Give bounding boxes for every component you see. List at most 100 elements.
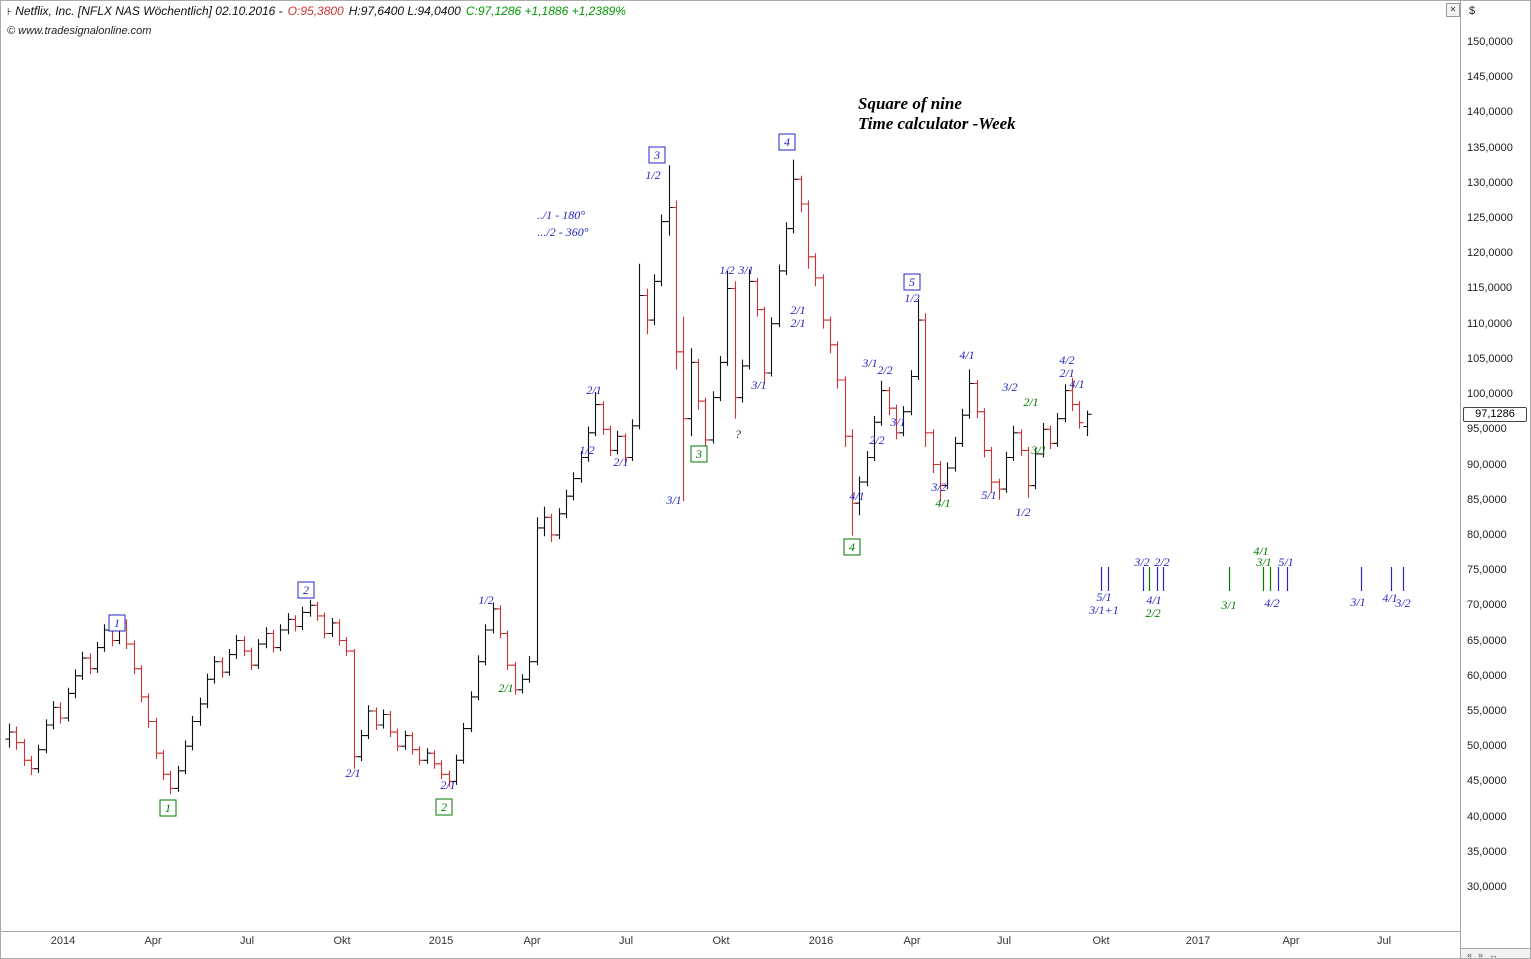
ohlc-bar (225, 649, 234, 676)
ohlc-bar (430, 750, 439, 769)
ohlc-bar (885, 387, 894, 416)
ohlc-bar (980, 408, 989, 458)
ohlc-bar (973, 380, 982, 418)
price-tick-label: 120,0000 (1467, 247, 1513, 260)
gann-label: 2/1 (1059, 366, 1074, 380)
time-tick-label: 2016 (808, 935, 834, 947)
gann-label: 4/1 (959, 348, 974, 362)
ohlc-bar (863, 451, 872, 487)
gann-label: 2/1 (613, 455, 628, 469)
price-tick-label: 90,0000 (1467, 458, 1507, 471)
ohlc-bar (64, 687, 73, 722)
ohlc-bar (672, 200, 681, 370)
ohlc-bar (701, 397, 710, 449)
ohlc-bar (496, 605, 505, 639)
ohlc-bar (738, 359, 747, 403)
close-icon[interactable]: ✕ (1446, 3, 1460, 17)
time-tick-label: Okt (1092, 935, 1110, 947)
currency-label: $ (1469, 5, 1476, 17)
ohlc-bar (1061, 384, 1070, 423)
ohlc-bar (415, 746, 424, 766)
price-tick-label: 70,0000 (1467, 599, 1507, 612)
instrument-header: ⊦ Netflix, Inc. [NFLX NAS Wöchentlich] 02… (7, 4, 626, 18)
time-tick-label: 2014 (50, 935, 76, 947)
ohlc-bar (775, 264, 784, 328)
gann-label: 4/2 (1264, 596, 1279, 610)
gann-label: 1/2 (904, 291, 919, 305)
time-axis[interactable]: 2014 Apr Jul Okt 2015 Apr Jul Okt 2016 Apr Jul Okt 2… (1, 931, 1460, 949)
ohlc-bar (372, 707, 381, 730)
ohlc-bar (1031, 448, 1040, 490)
price-axis[interactable]: $ 150,0000 145,0000 140,0000 135,0000 130,00… (1460, 1, 1530, 958)
ohlc-bar (284, 613, 293, 635)
ohlc-bar (489, 602, 498, 634)
ohlc-bar (210, 656, 219, 684)
gann-label: 2/2 (1154, 555, 1169, 569)
ohlc-bar (877, 380, 886, 426)
wave-number-box (778, 133, 796, 151)
ohlc-bar (547, 513, 556, 542)
gann-labels: ../1 - 180°.../2 - 360°1/22/12/12/12/11/… (345, 168, 1410, 792)
ohlc-bar (34, 744, 43, 773)
ohlc-bar (93, 642, 102, 673)
copyright-note: © www.tradesignalonline.com (7, 25, 152, 37)
gann-label: 2/1 (586, 383, 601, 397)
ohlc-bar (753, 277, 762, 317)
ohlc-bar (188, 715, 197, 751)
close-change-value: C:97,1286 +1,1886 +1,2389% (465, 4, 626, 18)
ohlc-bar (20, 739, 29, 766)
price-tick-label: 30,0000 (1467, 881, 1507, 893)
gann-label: 3/1 (737, 263, 753, 277)
price-tick-label: 135,0000 (1467, 141, 1513, 154)
ohlc-bar (841, 376, 850, 447)
ohlc-bar (797, 175, 806, 213)
ohlc-bar (995, 478, 1004, 500)
scroll-left-icon[interactable]: « (1467, 949, 1473, 959)
ohlc-bar (628, 419, 637, 461)
ohlc-bar (760, 306, 769, 384)
ohlc-bar (709, 391, 718, 444)
gann-label: 2/1 (345, 766, 360, 780)
time-tick-label: 2017 (1185, 935, 1211, 947)
ohlc-bar (335, 619, 344, 646)
ohlc-bar (811, 253, 820, 287)
ohlc-bar (731, 281, 740, 419)
wave-number-label: 2 (441, 800, 447, 814)
ohlc-bar (606, 425, 615, 457)
ohlc-bar (533, 517, 542, 666)
gann-label: 5/1 (1278, 555, 1293, 569)
gann-label: 2/2 (1145, 606, 1160, 620)
ohlc-bar (166, 770, 175, 795)
ohlc-bar (899, 406, 908, 437)
ohlc-bars[interactable] (5, 159, 1092, 795)
pan-horizontal-icon[interactable]: ↔ (1489, 949, 1499, 959)
ohlc-bar (100, 624, 109, 652)
ohlc-bar (144, 693, 153, 728)
scroll-right-icon[interactable]: » (1478, 949, 1484, 959)
ohlc-bar (232, 634, 241, 659)
price-tick-label: 35,0000 (1467, 845, 1507, 858)
price-tick-label: 55,0000 (1467, 704, 1507, 717)
ohlc-bar (929, 429, 938, 473)
ohlc-bar (914, 299, 923, 380)
wave-number-box (648, 146, 666, 164)
ohlc-bar (965, 369, 974, 419)
ohlc-bar (540, 506, 549, 537)
ohlc-bar (218, 657, 227, 678)
gann-label: 3/1 (889, 415, 905, 429)
gann-label: 1/2 (478, 593, 493, 607)
wave-number-boxes: 1 2 3 4 5 1 2 3 4 (108, 133, 921, 817)
ohlc-bar (350, 649, 359, 769)
gann-label: 4/1 (849, 489, 864, 503)
ohlc-bar (276, 624, 285, 652)
ohlc-bar (357, 730, 366, 761)
gann-label: 1/2 (645, 168, 660, 182)
gann-label: ? (735, 427, 741, 441)
ohlc-bar (716, 356, 725, 402)
wave-number-box (435, 798, 453, 816)
ohlc-bar (679, 316, 688, 502)
ohlc-bar (951, 437, 960, 472)
price-tick-label: 80,0000 (1467, 528, 1507, 541)
time-tick-label: 2015 (428, 935, 454, 947)
